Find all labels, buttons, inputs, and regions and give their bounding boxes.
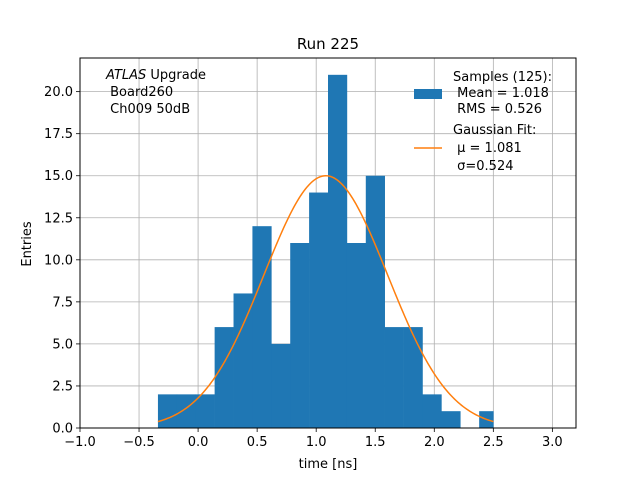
- histogram-bar: [441, 411, 461, 428]
- annotation-line-3: Ch009 50dB: [106, 102, 190, 117]
- histogram-bar: [365, 175, 385, 428]
- legend-fit-mu: μ = 1.081: [453, 141, 522, 156]
- gaussian-fit-layer: [157, 174, 494, 423]
- gaussian-fit-curve: [157, 174, 494, 423]
- plot-frame: [79, 57, 577, 429]
- annotation-box: ATLAS Upgrade Board260 Ch009 50dB: [105, 68, 206, 117]
- histogram-bar: [176, 394, 197, 428]
- legend-fit-title: Gaussian Fit:: [453, 123, 536, 138]
- legend: Samples (125): Mean = 1.018 RMS = 0.526 …: [414, 70, 552, 174]
- x-tick-label: 1.0: [306, 435, 327, 450]
- annotation-upgrade: Upgrade: [146, 68, 206, 83]
- y-tick-label: 0.0: [52, 422, 73, 437]
- histogram-bar: [346, 243, 367, 428]
- histogram-bars: [157, 74, 494, 429]
- y-axis-ticks: 0.0 2.5 5.0 7.5 10.0 12.5 15.0 17.5 20.0: [44, 85, 80, 437]
- x-tick-label: 0.0: [188, 435, 209, 450]
- y-tick-label: 10.0: [44, 253, 73, 268]
- y-tick-label: 20.0: [44, 85, 73, 100]
- annotation-line-1: ATLAS Upgrade: [105, 68, 206, 83]
- histogram-bar: [214, 327, 234, 428]
- x-axis-label: time [ns]: [299, 457, 358, 472]
- x-tick-label: 2.0: [424, 435, 445, 450]
- legend-fit-sigma: σ=0.524: [453, 159, 513, 174]
- histogram-bar: [157, 394, 178, 428]
- legend-samples-patch: [414, 89, 442, 99]
- histogram-bar: [233, 293, 253, 428]
- x-axis-ticks: −1.0 −0.5 0.0 0.5 1.0 1.5 2.0 2.5 3.0: [64, 428, 563, 450]
- histogram-bar: [195, 394, 215, 428]
- histogram-bar: [422, 394, 442, 428]
- chart-title: Run 225: [297, 35, 359, 53]
- y-tick-label: 15.0: [44, 169, 73, 184]
- x-tick-label: −0.5: [123, 435, 155, 450]
- legend-samples-rms: RMS = 0.526: [453, 102, 542, 117]
- x-tick-label: 0.5: [247, 435, 268, 450]
- histogram-bar: [252, 226, 272, 428]
- y-tick-label: 5.0: [52, 337, 73, 352]
- annotation-atlas: ATLAS: [105, 68, 146, 83]
- histogram-bar: [403, 327, 423, 428]
- x-tick-label: 2.5: [483, 435, 504, 450]
- x-tick-label: 1.5: [365, 435, 386, 450]
- histogram-bar: [384, 327, 404, 428]
- y-tick-label: 17.5: [44, 127, 73, 142]
- y-tick-label: 12.5: [44, 211, 73, 226]
- y-tick-label: 7.5: [52, 295, 73, 310]
- y-tick-label: 2.5: [52, 379, 73, 394]
- annotation-line-2: Board260: [106, 85, 173, 100]
- x-tick-label: 3.0: [542, 435, 563, 450]
- histogram-bar: [309, 192, 329, 428]
- histogram-bar: [328, 74, 348, 429]
- histogram-bar: [290, 243, 310, 428]
- legend-samples-mean: Mean = 1.018: [453, 86, 549, 101]
- y-axis-label: Entries: [20, 221, 35, 267]
- legend-samples-title: Samples (125):: [453, 70, 552, 85]
- histogram-bar: [271, 343, 291, 428]
- x-tick-label: −1.0: [64, 435, 96, 450]
